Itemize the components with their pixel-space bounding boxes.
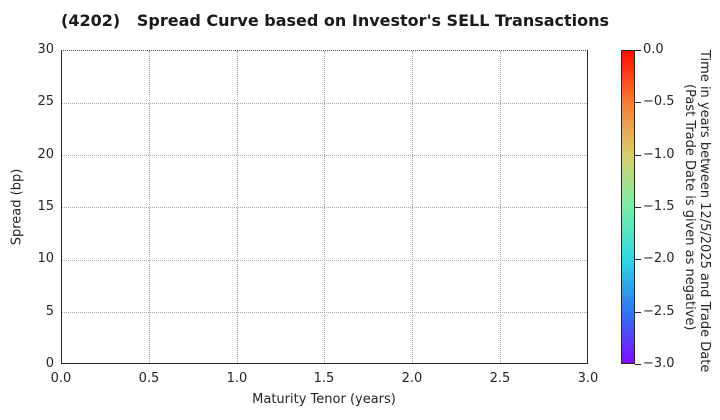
x-tick-3.0: 3.0 [577, 371, 599, 386]
x-axis-label: Maturity Tenor (years) [252, 392, 396, 407]
colorbar-tick--1.5: −1.5 [643, 199, 675, 214]
gridline-x-1.5 [324, 51, 325, 363]
colorbar-label: Time in years between 12/5/2025 and Trad… [682, 50, 712, 373]
y-tick-25: 25 [37, 94, 54, 109]
colorbar-tick [635, 259, 641, 260]
colorbar-tick--2.5: −2.5 [643, 304, 675, 319]
colorbar-tick [635, 364, 641, 365]
colorbar-tick [635, 102, 641, 103]
y-tick-30: 30 [37, 42, 54, 57]
gridline-x-2.5 [500, 51, 501, 363]
plot-area [61, 50, 588, 364]
colorbar-tick--3.0: −3.0 [643, 356, 675, 371]
x-tick-2.5: 2.5 [489, 371, 511, 386]
colorbar-label-line2: (Past Trade Date is given as negative) [682, 83, 697, 331]
gridline-x-0.5 [149, 51, 150, 363]
colorbar-tick [635, 155, 641, 156]
scatter-points-layer [62, 51, 587, 363]
colorbar-tick--2.0: −2.0 [643, 251, 675, 266]
x-tick-1.0: 1.0 [226, 371, 248, 386]
colorbar-tick [635, 207, 641, 208]
gridline-x-2.0 [412, 51, 413, 363]
colorbar-tick-0.0: 0.0 [643, 42, 664, 57]
y-tick-0: 0 [45, 356, 54, 371]
y-tick-20: 20 [37, 147, 54, 162]
colorbar-tick--1.0: −1.0 [643, 147, 675, 162]
colorbar-tick [635, 50, 641, 51]
colorbar-tick--0.5: −0.5 [643, 94, 675, 109]
x-tick-2.0: 2.0 [401, 371, 423, 386]
y-tick-15: 15 [37, 199, 54, 214]
colorbar-label-line1: Time in years between 12/5/2025 and Trad… [697, 50, 712, 373]
colorbar [621, 50, 635, 364]
x-tick-0.5: 0.5 [138, 371, 160, 386]
chart-title: (4202) Spread Curve based on Investor's … [61, 11, 610, 30]
y-tick-5: 5 [45, 304, 54, 319]
x-tick-1.5: 1.5 [313, 371, 335, 386]
gridline-x-1.0 [237, 51, 238, 363]
y-tick-10: 10 [37, 251, 54, 266]
x-tick-0.0: 0.0 [50, 371, 72, 386]
colorbar-tick [635, 312, 641, 313]
